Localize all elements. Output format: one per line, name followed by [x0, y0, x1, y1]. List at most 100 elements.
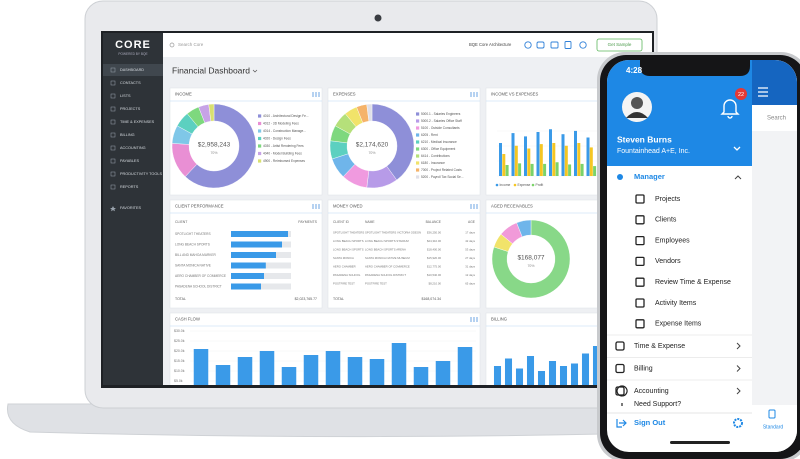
table-cell: $24,310.00: [427, 239, 441, 243]
legend-label: 6210 - Medical Insurance: [421, 140, 457, 144]
menu-group[interactable]: Billing: [634, 365, 653, 372]
menu-item[interactable]: ACCOUNTING: [120, 146, 146, 150]
menu-icon: [110, 119, 116, 125]
bar: [539, 144, 543, 176]
menu-icon: [110, 80, 116, 86]
item-icon: [635, 235, 645, 246]
column-header: CLIENT: [175, 220, 188, 224]
menu-item[interactable]: LISTS: [120, 94, 131, 98]
standard-label: Standard: [763, 424, 784, 430]
menu-icon: [110, 67, 116, 73]
legend-swatch: [416, 133, 420, 137]
menu-item[interactable]: Employees: [655, 237, 690, 244]
menu-icon: [110, 93, 116, 99]
account-chevron[interactable]: [733, 146, 741, 151]
menu-item[interactable]: PROJECTS: [120, 107, 141, 111]
menu-active: [103, 64, 163, 76]
table-cell: $12,775.00: [427, 265, 441, 269]
menu-item[interactable]: FAVORITES: [120, 206, 141, 210]
bar: [530, 163, 534, 176]
clock-icon[interactable]: [524, 41, 532, 49]
menu-item[interactable]: Clients: [655, 217, 677, 224]
y-tick-label: $10.0k: [174, 369, 185, 373]
menu-item[interactable]: Expense Items: [655, 321, 702, 328]
bar: [457, 347, 473, 385]
menu-icon: [110, 184, 116, 190]
item-icon: [635, 256, 645, 267]
bar: [347, 357, 363, 385]
menu-item[interactable]: PRODUCTIVITY TOOLS: [120, 172, 162, 176]
menu-group[interactable]: Accounting: [634, 388, 669, 395]
menu-item[interactable]: PAYABLES: [120, 159, 139, 163]
support-link[interactable]: Need Support?: [634, 401, 681, 408]
legend-label: 4040 - Model Building Fees: [263, 151, 302, 155]
menu-item[interactable]: BILLING: [120, 133, 135, 137]
bar: [574, 130, 577, 176]
legend-label: 6180 - Insurance: [421, 161, 445, 165]
bar: [193, 349, 209, 385]
user-icon[interactable]: [579, 41, 587, 49]
table-cell: 65 days: [465, 282, 475, 286]
bar: [231, 273, 264, 279]
panel-settings[interactable]: [312, 92, 320, 97]
behind-search-text: Search: [767, 116, 786, 122]
favorites-icon: [110, 206, 116, 212]
legend-swatch: [258, 121, 262, 126]
bar: [511, 133, 515, 176]
client-name: BILL AND MAHOA MARKER: [175, 253, 216, 257]
menu-item[interactable]: Activity Items: [655, 300, 697, 307]
legend-swatch: [258, 129, 262, 133]
settings-icon[interactable]: [733, 418, 743, 428]
client-name: SANTA MONICA NATIVE: [175, 263, 211, 267]
logo: CORE: [115, 39, 151, 51]
y-tick-label: $20.0k: [174, 349, 185, 353]
search-box[interactable]: Search Core: [178, 42, 204, 47]
bar: [231, 262, 266, 269]
user-company: Fountainhead A+E, Inc.: [617, 148, 690, 155]
panel-settings[interactable]: [470, 204, 478, 209]
menu-item[interactable]: DASHBOARD: [120, 68, 144, 72]
title-caret[interactable]: [252, 69, 258, 73]
donut-segment: [491, 219, 571, 299]
client-name: LONG BEACH SPORTS: [175, 242, 210, 246]
bar: [504, 358, 513, 385]
panel-settings[interactable]: [470, 317, 478, 322]
help-icon[interactable]: [564, 41, 572, 49]
sign-out-icon: [616, 419, 627, 428]
legend-label: Income: [500, 183, 511, 187]
legend-label: 4020 - Design Fees: [263, 136, 291, 140]
table-cell: 42 days: [465, 239, 475, 243]
sign-out[interactable]: Sign Out: [634, 418, 666, 427]
standard-icon[interactable]: [768, 409, 776, 419]
column-header: PAYMENTS: [298, 220, 317, 224]
search-icon: [169, 42, 175, 48]
bar: [231, 252, 276, 258]
item-icon: [635, 319, 645, 329]
get-sample-button[interactable]: [596, 38, 643, 52]
chat-icon[interactable]: [536, 41, 545, 49]
section-title[interactable]: Manager: [634, 172, 665, 181]
company-select[interactable]: BQE Core Architecture: [469, 42, 512, 47]
menu-item[interactable]: TIME & EXPENSES: [120, 120, 155, 124]
table-cell: LONG BEACH SPORTS: [333, 239, 364, 243]
bar: [499, 143, 502, 176]
hamburger-icon[interactable]: [758, 87, 768, 97]
legend-swatch: [258, 159, 262, 163]
panel-settings[interactable]: [470, 92, 478, 97]
badge-count: 22: [738, 92, 744, 98]
table-cell: PASADENA SCHOOL: [333, 273, 361, 277]
table-cell: $8,210.00: [429, 282, 442, 286]
menu-item[interactable]: Vendors: [655, 258, 681, 265]
legend-label: 4012 - 3D Modeling Fees: [263, 121, 299, 125]
menu-item[interactable]: CONTACTS: [120, 81, 141, 85]
menu-item[interactable]: REPORTS: [120, 185, 139, 189]
menu-group[interactable]: Time & Expense: [634, 343, 685, 350]
mail-icon[interactable]: [550, 41, 559, 49]
section-chevron[interactable]: [734, 175, 742, 180]
menu-item[interactable]: Projects: [655, 196, 681, 203]
donut-percent: 70%: [368, 151, 375, 155]
panel-settings[interactable]: [312, 204, 320, 209]
bell-icon[interactable]: [720, 99, 740, 119]
menu-item[interactable]: Review Time & Expense: [655, 279, 731, 286]
column-header: BALANCE: [426, 220, 442, 224]
